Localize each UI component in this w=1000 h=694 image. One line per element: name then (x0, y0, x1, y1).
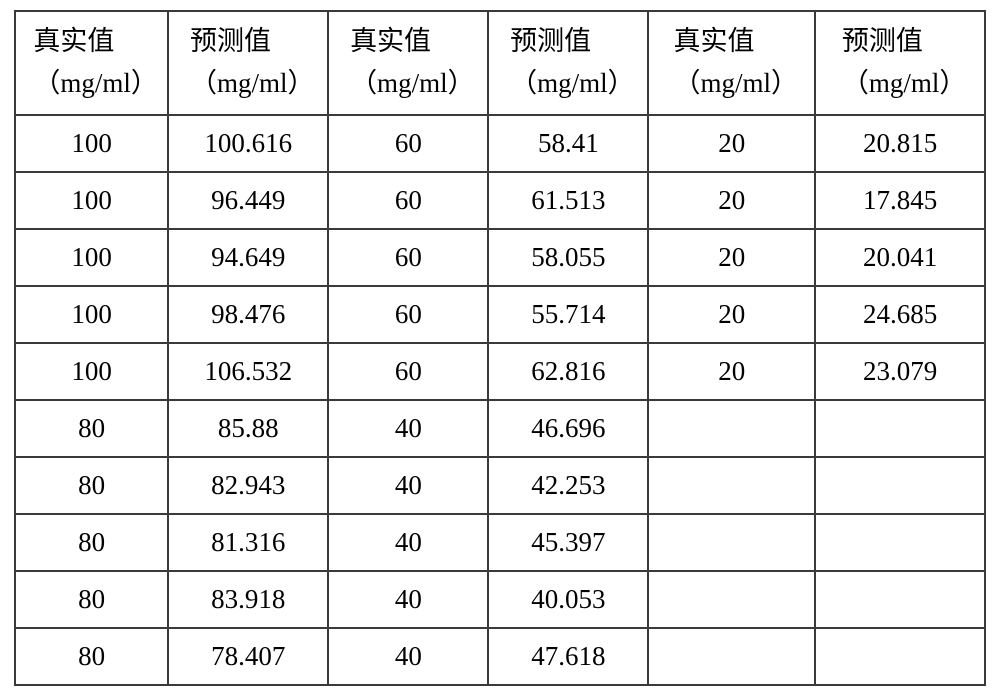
col-header-real-3: 真实值 （mg/ml） (648, 11, 815, 115)
cell-pred-1: 106.532 (168, 343, 328, 400)
cell-real-3: 20 (648, 115, 815, 172)
col-header-label: 真实值 (33, 26, 114, 56)
cell-real-3 (648, 628, 815, 685)
cell-pred-3 (815, 628, 985, 685)
cell-real-2: 40 (328, 400, 488, 457)
cell-pred-3: 20.041 (815, 229, 985, 286)
cell-real-2: 60 (328, 115, 488, 172)
cell-pred-2: 45.397 (488, 514, 648, 571)
cell-real-2: 60 (328, 286, 488, 343)
cell-real-2: 40 (328, 457, 488, 514)
cell-pred-1: 100.616 (168, 115, 328, 172)
cell-pred-2: 58.055 (488, 229, 648, 286)
cell-pred-3: 20.815 (815, 115, 985, 172)
cell-pred-2: 40.053 (488, 571, 648, 628)
cell-pred-2: 47.618 (488, 628, 648, 685)
table-header-row: 真实值 （mg/ml） 预测值 （mg/ml） 真实值 （mg/ml） 预测值 (15, 11, 985, 115)
cell-pred-2: 62.816 (488, 343, 648, 400)
col-header-label: 真实值 (674, 26, 755, 56)
cell-real-2: 40 (328, 514, 488, 571)
col-header-pred-2: 预测值 （mg/ml） (488, 11, 648, 115)
col-header-label: 预测值 (190, 26, 271, 56)
table-row: 80 81.316 40 45.397 (15, 514, 985, 571)
table-row: 100 106.532 60 62.816 20 23.079 (15, 343, 985, 400)
cell-real-1: 100 (15, 343, 168, 400)
cell-real-3 (648, 514, 815, 571)
cell-real-1: 80 (15, 514, 168, 571)
cell-real-3 (648, 400, 815, 457)
cell-pred-2: 61.513 (488, 172, 648, 229)
cell-pred-1: 96.449 (168, 172, 328, 229)
col-header-label: 预测值 (510, 26, 591, 56)
cell-real-2: 60 (328, 229, 488, 286)
col-header-label: 真实值 (350, 26, 431, 56)
cell-pred-1: 81.316 (168, 514, 328, 571)
cell-pred-2: 42.253 (488, 457, 648, 514)
cell-real-1: 100 (15, 229, 168, 286)
cell-pred-1: 83.918 (168, 571, 328, 628)
cell-real-1: 80 (15, 400, 168, 457)
cell-real-3: 20 (648, 286, 815, 343)
cell-real-2: 60 (328, 343, 488, 400)
table-row: 100 100.616 60 58.41 20 20.815 (15, 115, 985, 172)
table-row: 100 94.649 60 58.055 20 20.041 (15, 229, 985, 286)
cell-pred-1: 78.407 (168, 628, 328, 685)
cell-pred-3 (815, 514, 985, 571)
cell-real-2: 40 (328, 628, 488, 685)
cell-real-3 (648, 457, 815, 514)
col-header-real-1: 真实值 （mg/ml） (15, 11, 168, 115)
cell-pred-1: 85.88 (168, 400, 328, 457)
table-row: 100 98.476 60 55.714 20 24.685 (15, 286, 985, 343)
table-row: 80 83.918 40 40.053 (15, 571, 985, 628)
cell-pred-2: 58.41 (488, 115, 648, 172)
cell-real-1: 100 (15, 115, 168, 172)
col-header-pred-3: 预测值 （mg/ml） (815, 11, 985, 115)
cell-real-2: 40 (328, 571, 488, 628)
col-header-unit: （mg/ml） (842, 68, 967, 98)
col-header-unit: （mg/ml） (190, 68, 315, 98)
table-row: 80 85.88 40 46.696 (15, 400, 985, 457)
cell-real-3: 20 (648, 229, 815, 286)
col-header-unit: （mg/ml） (350, 68, 475, 98)
col-header-real-2: 真实值 （mg/ml） (328, 11, 488, 115)
cell-pred-1: 98.476 (168, 286, 328, 343)
cell-pred-1: 82.943 (168, 457, 328, 514)
cell-real-3: 20 (648, 343, 815, 400)
cell-pred-3 (815, 457, 985, 514)
table-row: 100 96.449 60 61.513 20 17.845 (15, 172, 985, 229)
table-body: 100 100.616 60 58.41 20 20.815 100 96.44… (15, 115, 985, 685)
data-table: 真实值 （mg/ml） 预测值 （mg/ml） 真实值 （mg/ml） 预测值 (14, 10, 986, 686)
table-row: 80 78.407 40 47.618 (15, 628, 985, 685)
cell-real-1: 80 (15, 571, 168, 628)
cell-real-1: 100 (15, 286, 168, 343)
col-header-pred-1: 预测值 （mg/ml） (168, 11, 328, 115)
cell-pred-3: 24.685 (815, 286, 985, 343)
cell-real-3 (648, 571, 815, 628)
col-header-unit: （mg/ml） (674, 68, 799, 98)
col-header-label: 预测值 (842, 26, 923, 56)
cell-real-2: 60 (328, 172, 488, 229)
cell-pred-2: 55.714 (488, 286, 648, 343)
col-header-unit: （mg/ml） (33, 68, 158, 98)
table-row: 80 82.943 40 42.253 (15, 457, 985, 514)
col-header-unit: （mg/ml） (510, 68, 635, 98)
cell-pred-2: 46.696 (488, 400, 648, 457)
cell-pred-3 (815, 571, 985, 628)
cell-pred-1: 94.649 (168, 229, 328, 286)
cell-real-1: 80 (15, 457, 168, 514)
cell-pred-3: 23.079 (815, 343, 985, 400)
cell-pred-3 (815, 400, 985, 457)
cell-real-1: 80 (15, 628, 168, 685)
cell-real-1: 100 (15, 172, 168, 229)
cell-real-3: 20 (648, 172, 815, 229)
cell-pred-3: 17.845 (815, 172, 985, 229)
